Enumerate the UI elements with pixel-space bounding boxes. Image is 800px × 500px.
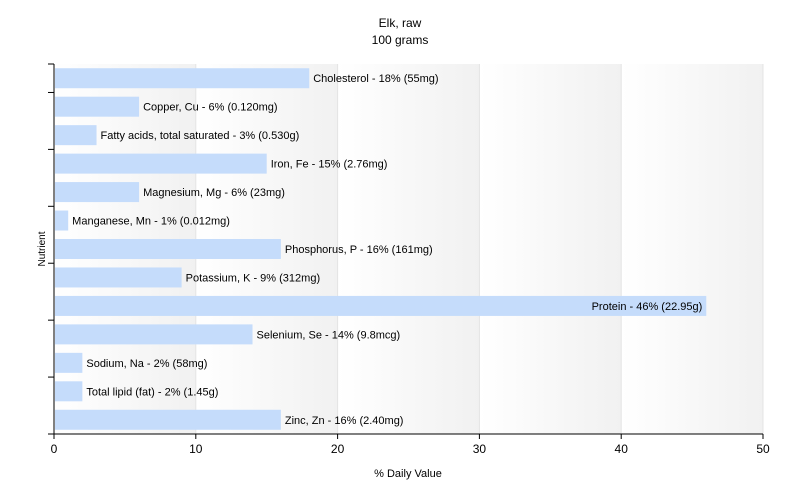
x-axis-label: % Daily Value xyxy=(374,468,442,480)
data-label: Protein - 46% (22.95g) xyxy=(592,301,703,313)
data-label: Potassium, K - 9% (312mg) xyxy=(186,272,321,284)
bar xyxy=(55,409,281,430)
data-labels-group: Cholesterol - 18% (55mg) Copper, Cu - 6% … xyxy=(72,73,702,427)
data-label: Copper, Cu - 6% (0.120mg) xyxy=(143,102,278,114)
bar xyxy=(55,153,267,174)
chart-title: Elk, raw xyxy=(379,16,422,30)
x-tick-label: 50 xyxy=(756,442,770,456)
bar xyxy=(55,68,310,89)
plot-area xyxy=(54,64,763,434)
plot-band xyxy=(337,64,480,434)
data-label: Cholesterol - 18% (55mg) xyxy=(313,73,438,85)
bar xyxy=(55,239,281,259)
bar xyxy=(55,182,140,203)
plot-band xyxy=(621,64,763,434)
data-label: Iron, Fe - 15% (2.76mg) xyxy=(271,159,388,171)
data-label: Phosphorus, P - 16% (161mg) xyxy=(285,244,433,256)
bar xyxy=(55,96,140,117)
x-tick-label: 40 xyxy=(615,442,629,456)
gridlines xyxy=(195,64,764,434)
data-label: Sodium, Na - 2% (58mg) xyxy=(86,358,207,370)
plot-band xyxy=(479,64,622,434)
bar xyxy=(55,210,69,231)
y-axis-label: Nutrient xyxy=(37,231,48,266)
x-tick-label: 10 xyxy=(189,442,203,456)
bar xyxy=(55,324,253,345)
x-tick-label: 0 xyxy=(51,442,58,456)
x-tick-label: 30 xyxy=(473,442,487,456)
bar xyxy=(55,267,182,288)
bar xyxy=(55,381,83,402)
data-label: Selenium, Se - 14% (9.8mcg) xyxy=(257,329,401,341)
chart-subtitle: 100 grams xyxy=(372,33,429,47)
data-label: Zinc, Zn - 16% (2.40mg) xyxy=(285,415,404,427)
axes-group: 0 10 20 30 40 50 xyxy=(48,63,770,456)
data-label: Magnesium, Mg - 6% (23mg) xyxy=(143,187,285,199)
bars-group xyxy=(55,68,707,430)
bar xyxy=(55,295,707,316)
bar xyxy=(55,125,97,146)
data-label: Fatty acids, total saturated - 3% (0.530… xyxy=(101,130,300,142)
x-tick-label: 20 xyxy=(331,442,345,456)
data-label: Total lipid (fat) - 2% (1.45g) xyxy=(86,386,218,398)
bar xyxy=(55,352,83,373)
data-label: Manganese, Mn - 1% (0.012mg) xyxy=(72,216,230,228)
